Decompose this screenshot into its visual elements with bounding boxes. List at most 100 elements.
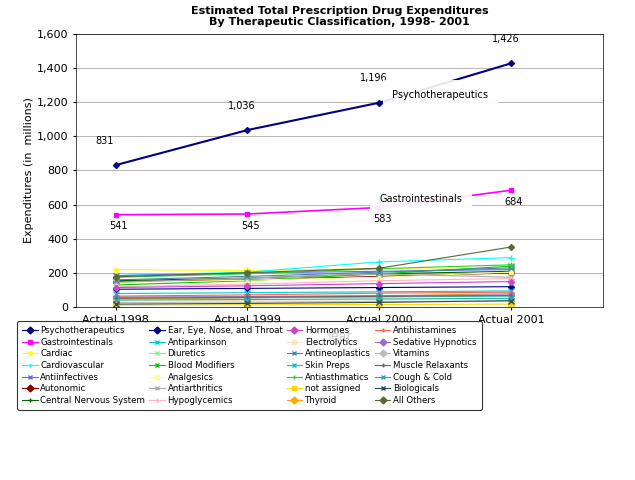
Thyroid	[507, 291, 515, 297]
Gastrointestinals	[112, 212, 119, 217]
Antihistamines	[112, 293, 119, 299]
Antihistamines	[375, 290, 383, 296]
Text: 545: 545	[241, 221, 260, 231]
Line: Autonomic: Autonomic	[114, 271, 513, 284]
Antiparkinson	[112, 296, 119, 301]
Skin Preps	[112, 291, 119, 297]
Muscle Relaxants	[507, 293, 515, 299]
Antiarthritics	[244, 275, 251, 281]
Analgesics	[375, 275, 383, 280]
Line: Muscle Relaxants: Muscle Relaxants	[113, 293, 514, 301]
Thyroid	[112, 296, 119, 301]
Antineoplastics	[507, 265, 515, 271]
Text: 1,036: 1,036	[228, 101, 256, 110]
Text: 1,426: 1,426	[491, 34, 519, 44]
Cardiovascular	[112, 273, 119, 278]
Antineoplastics	[112, 277, 119, 283]
Hormones	[507, 279, 515, 285]
Antiarthritics	[375, 271, 383, 277]
Hormones	[375, 281, 383, 287]
Line: Psychotherapeutics: Psychotherapeutics	[114, 61, 513, 167]
Line: Central Nervous System: Central Nervous System	[113, 268, 514, 284]
Blood Modifiers	[375, 271, 383, 277]
Sedative Hypnotics	[112, 294, 119, 300]
Cough & Cold	[507, 295, 515, 301]
Vitamins	[507, 298, 515, 304]
Antiasthmatics	[507, 262, 515, 268]
Analgesics	[244, 277, 251, 283]
not assigned	[507, 301, 515, 307]
Ear, Eye, Nose, and Throat	[244, 286, 251, 291]
Cardiac	[375, 266, 383, 272]
Diuretics	[507, 293, 515, 299]
Line: Diuretics: Diuretics	[113, 293, 514, 300]
Antiasthmatics	[112, 275, 119, 280]
Line: Biologicals: Biologicals	[113, 298, 514, 307]
Electrolytics	[507, 297, 515, 302]
Antihistamines	[244, 292, 251, 298]
Ear, Eye, Nose, and Throat	[375, 285, 383, 290]
Line: Sedative Hypnotics: Sedative Hypnotics	[114, 293, 513, 300]
Biologicals	[244, 300, 251, 306]
Antiasthmatics	[375, 266, 383, 272]
Antiinfectives	[507, 267, 515, 273]
Thyroid	[375, 293, 383, 299]
Line: Cough & Cold: Cough & Cold	[113, 296, 514, 303]
Vitamins	[375, 299, 383, 304]
Cardiovascular	[507, 255, 515, 261]
Ear, Eye, Nose, and Throat	[112, 287, 119, 292]
Electrolytics	[112, 298, 119, 303]
Antihistamines	[507, 289, 515, 295]
Central Nervous System	[507, 268, 515, 274]
Antiasthmatics	[244, 271, 251, 277]
Antineoplastics	[375, 269, 383, 275]
Biologicals	[112, 301, 119, 307]
All Others	[244, 270, 251, 276]
Text: 831: 831	[95, 136, 114, 145]
Line: Cardiac: Cardiac	[113, 266, 514, 273]
Line: not assigned: not assigned	[113, 301, 514, 308]
Gastrointestinals	[507, 187, 515, 193]
Autonomic	[112, 279, 119, 285]
Muscle Relaxants	[375, 294, 383, 300]
Central Nervous System	[244, 275, 251, 281]
Text: Psychotherapeutics: Psychotherapeutics	[392, 90, 488, 100]
Ear, Eye, Nose, and Throat	[507, 284, 515, 289]
Antiarthritics	[507, 275, 515, 280]
Text: 1,196: 1,196	[360, 73, 387, 83]
Line: Antiinfectives: Antiinfectives	[113, 267, 514, 278]
Antiinfectives	[244, 270, 251, 276]
Gastrointestinals	[375, 204, 383, 210]
Title: Estimated Total Prescription Drug Expenditures
By Therapeutic Classification, 19: Estimated Total Prescription Drug Expend…	[191, 6, 488, 27]
Blood Modifiers	[112, 282, 119, 288]
Sedative Hypnotics	[244, 294, 251, 300]
Line: Electrolytics: Electrolytics	[114, 298, 513, 303]
not assigned	[112, 302, 119, 308]
Thyroid	[244, 295, 251, 300]
Sedative Hypnotics	[375, 293, 383, 299]
All Others	[112, 274, 119, 280]
Line: Skin Preps: Skin Preps	[113, 288, 514, 296]
Text: 541: 541	[109, 221, 128, 231]
Hypoglycemics	[244, 281, 251, 287]
Cardiac	[507, 267, 515, 273]
not assigned	[375, 301, 383, 307]
Antineoplastics	[244, 274, 251, 279]
Cough & Cold	[375, 296, 383, 302]
Autonomic	[507, 270, 515, 276]
Vitamins	[112, 300, 119, 305]
Cough & Cold	[244, 297, 251, 302]
Blood Modifiers	[244, 278, 251, 284]
Psychotherapeutics	[112, 162, 119, 168]
Text: 583: 583	[373, 214, 391, 224]
Cough & Cold	[112, 297, 119, 303]
Skin Preps	[375, 289, 383, 295]
Line: Gastrointestinals: Gastrointestinals	[114, 188, 513, 217]
All Others	[375, 265, 383, 271]
Hormones	[244, 283, 251, 288]
Skin Preps	[507, 288, 515, 294]
Line: Antihistamines: Antihistamines	[113, 289, 514, 299]
Psychotherapeutics	[507, 60, 515, 66]
All Others	[507, 244, 515, 250]
Legend: Psychotherapeutics, Gastrointestinals, Cardiac, Cardiovascular, Antiinfectives, : Psychotherapeutics, Gastrointestinals, C…	[17, 321, 482, 410]
